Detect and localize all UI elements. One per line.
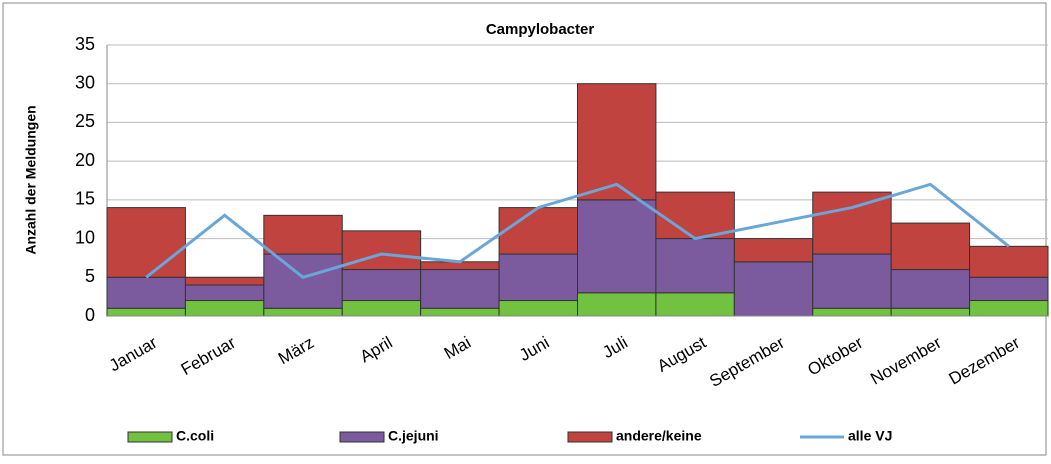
bar-segment: [577, 292, 657, 317]
bar-segment: [890, 222, 971, 271]
line-series: [145, 182, 1010, 279]
legend-label: C.coli: [176, 428, 214, 444]
bar-segment: [890, 307, 971, 317]
bar-segment: [969, 300, 1049, 317]
bar-segment: [106, 276, 186, 309]
bar-segment: [655, 191, 735, 240]
bar-segment: [263, 253, 343, 309]
y-tick-label: 5: [85, 266, 95, 286]
bar-segment: [184, 300, 265, 317]
bar-segment: [498, 300, 579, 317]
bar-segment: [890, 269, 971, 309]
y-tick-label: 20: [75, 150, 95, 170]
bar-segment: [577, 199, 657, 294]
bar-segment: [812, 307, 892, 317]
bar-segment: [498, 253, 579, 302]
bar-segment: [812, 191, 892, 255]
bar-segment: [106, 207, 186, 278]
y-axis-label: Anzahl der Meldungen: [23, 105, 39, 254]
y-tick-label: 0: [85, 305, 95, 325]
legend-label: C.jejuni: [388, 428, 439, 444]
bar-segment: [341, 269, 422, 302]
legend-label: alle VJ: [848, 428, 892, 444]
y-tick-label: 35: [75, 34, 95, 54]
bar-segment: [106, 307, 186, 317]
y-tick-label: 25: [75, 111, 95, 131]
bar-segment: [420, 307, 500, 317]
bar-segment: [655, 238, 735, 294]
bar-segment: [969, 276, 1049, 302]
legend-swatch: [567, 431, 613, 443]
bar-segment: [812, 253, 892, 309]
y-tick-label: 10: [75, 227, 95, 247]
y-tick-label: 15: [75, 189, 95, 209]
bar-segment: [655, 292, 735, 317]
bar-segment: [184, 284, 265, 302]
bar-segment: [184, 276, 265, 286]
bar-segment: [733, 261, 814, 317]
chart-title: Campylobacter: [486, 21, 595, 38]
bar-segment: [263, 307, 343, 317]
legend-swatch: [127, 431, 173, 443]
bar-segment: [341, 230, 422, 271]
y-tick-label: 30: [75, 72, 95, 92]
bar-segment: [498, 207, 579, 255]
bar-segment: [733, 238, 814, 263]
legend-label: andere/keine: [616, 428, 702, 444]
bar-segment: [420, 269, 500, 309]
bar-segment: [969, 245, 1049, 278]
bar-segment: [263, 214, 343, 255]
bar-segment: [341, 300, 422, 317]
legend-swatch: [339, 431, 385, 443]
bar-segment: [577, 83, 657, 201]
